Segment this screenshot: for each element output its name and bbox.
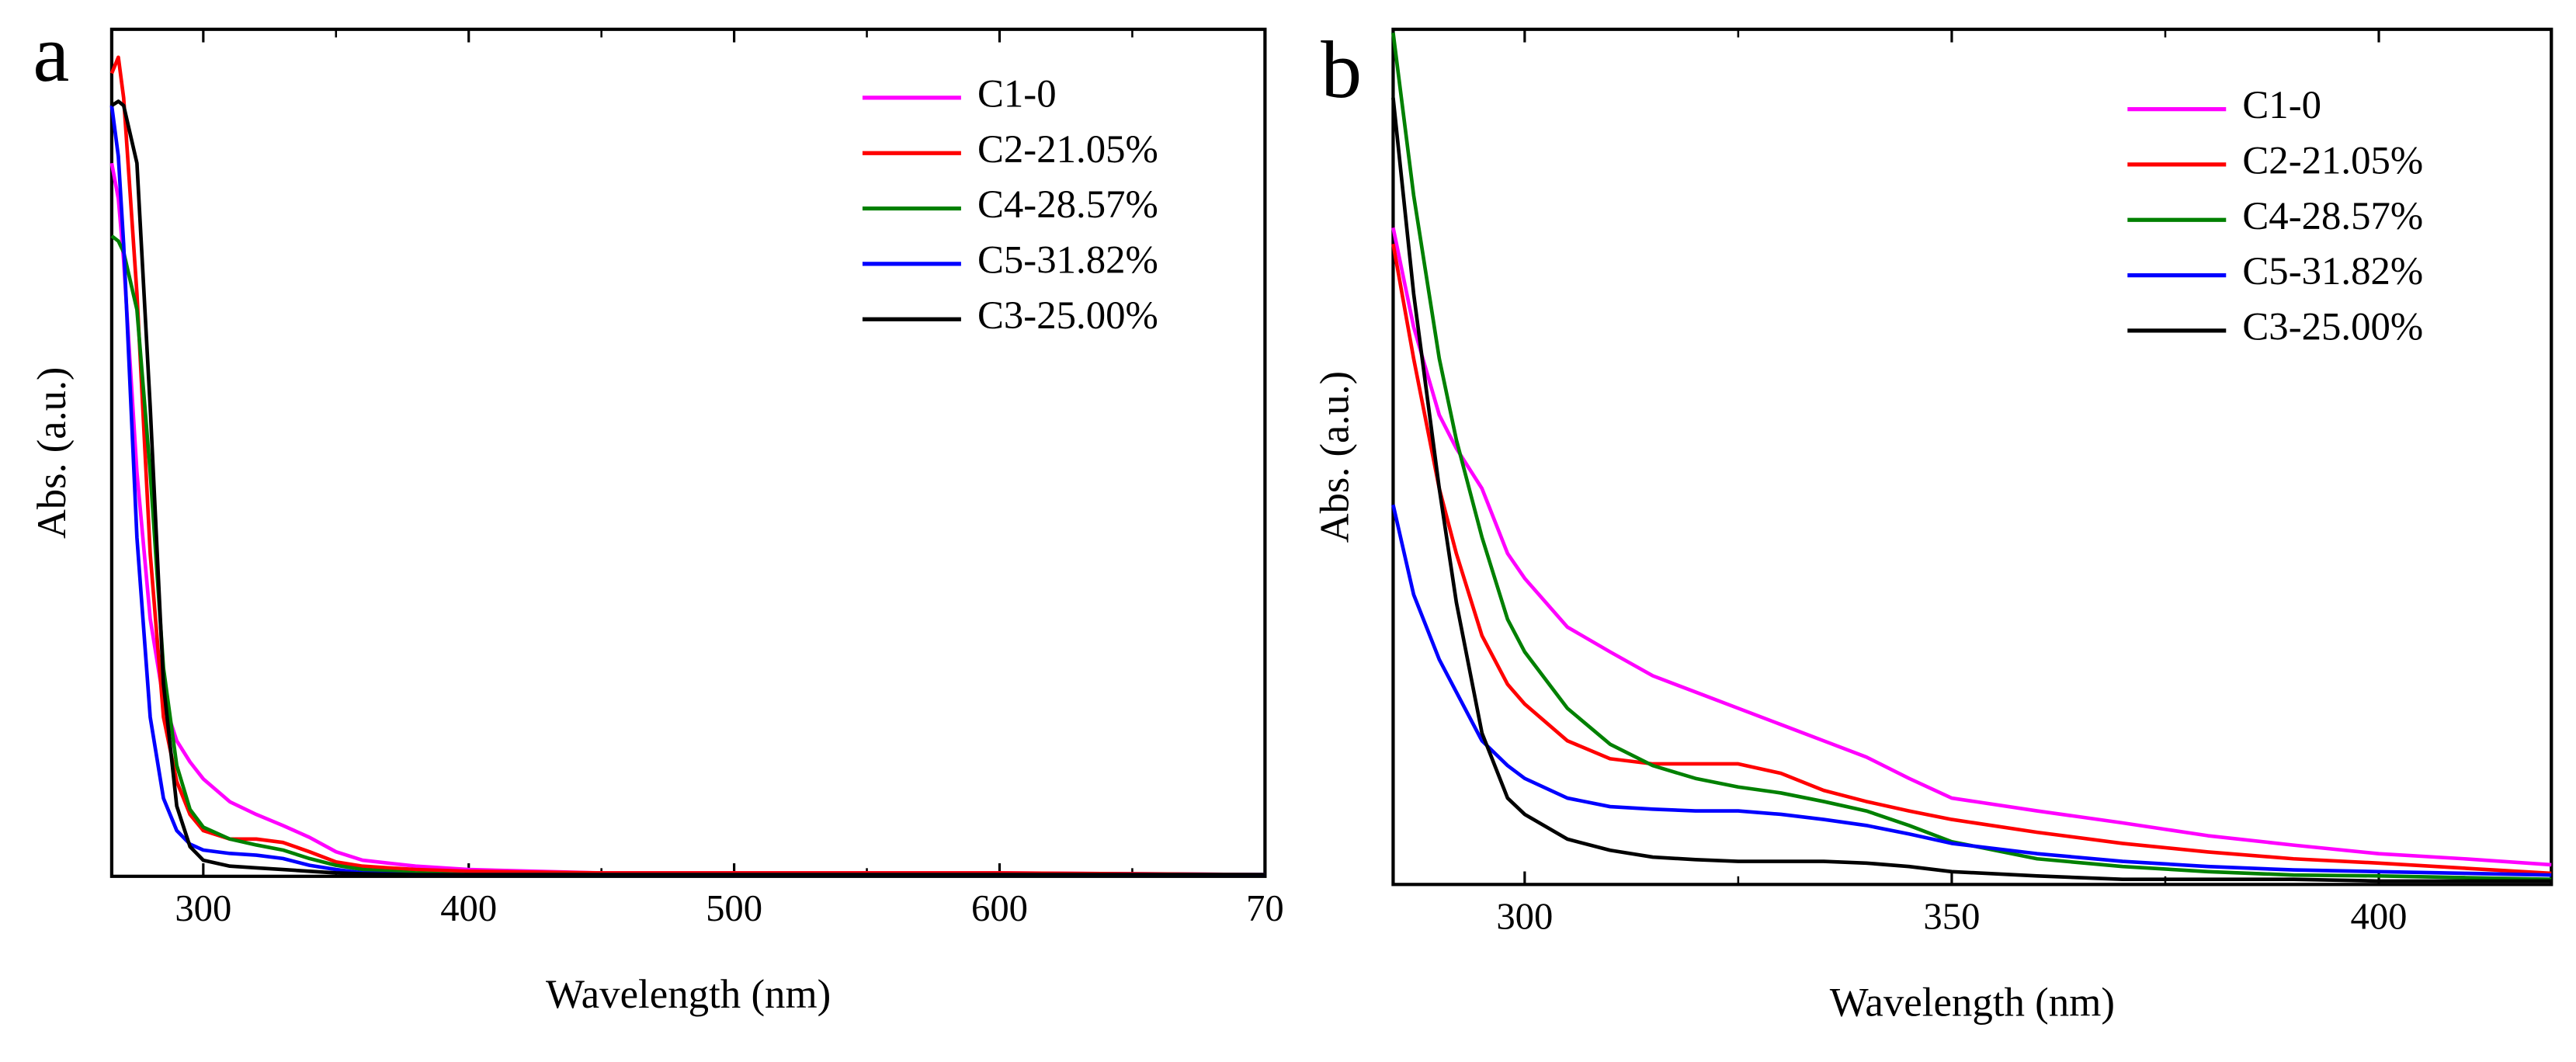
x-tick-label: 350 bbox=[1923, 897, 1980, 938]
x-axis-label: Wavelength (nm) bbox=[546, 972, 831, 1017]
panel-label: a bbox=[33, 8, 69, 99]
series-line bbox=[1391, 32, 2552, 881]
y-axis-label: Abs. (a.u.) bbox=[30, 367, 75, 539]
legend-label: C1-0 bbox=[2242, 83, 2321, 127]
x-tick-label: 300 bbox=[175, 888, 231, 929]
legend-label: C2-21.05% bbox=[2242, 139, 2423, 182]
legend-label: C1-0 bbox=[977, 72, 1057, 116]
legend-label: C5-31.82% bbox=[2242, 249, 2423, 293]
legend-label: C2-21.05% bbox=[977, 127, 1158, 171]
series-line bbox=[1391, 504, 2552, 877]
x-tick-label: 300 bbox=[1496, 897, 1553, 938]
series-line bbox=[110, 99, 1265, 876]
series-line bbox=[1391, 243, 2552, 876]
x-tick-label: 400 bbox=[440, 888, 497, 929]
plot-frame bbox=[1391, 27, 2553, 887]
legend-label: C3-25.00% bbox=[2242, 305, 2423, 349]
x-tick-label: 400 bbox=[2351, 897, 2408, 938]
legend-label: C3-25.00% bbox=[977, 293, 1158, 337]
series-line bbox=[1391, 97, 2552, 883]
legend-label: C5-31.82% bbox=[977, 238, 1158, 282]
panel-label: b bbox=[1321, 24, 1362, 115]
legend-label: C4-28.57% bbox=[2242, 194, 2423, 238]
x-tick-label: 500 bbox=[706, 888, 762, 929]
x-tick-label: 70 bbox=[1246, 888, 1284, 929]
y-axis-label: Abs. (a.u.) bbox=[1313, 371, 1358, 543]
series-line bbox=[1391, 227, 2552, 867]
series-line bbox=[109, 55, 1265, 876]
x-tick-label: 600 bbox=[971, 888, 1028, 929]
x-axis-label: Wavelength (nm) bbox=[1830, 980, 2115, 1026]
legend-label: C4-28.57% bbox=[977, 182, 1158, 226]
